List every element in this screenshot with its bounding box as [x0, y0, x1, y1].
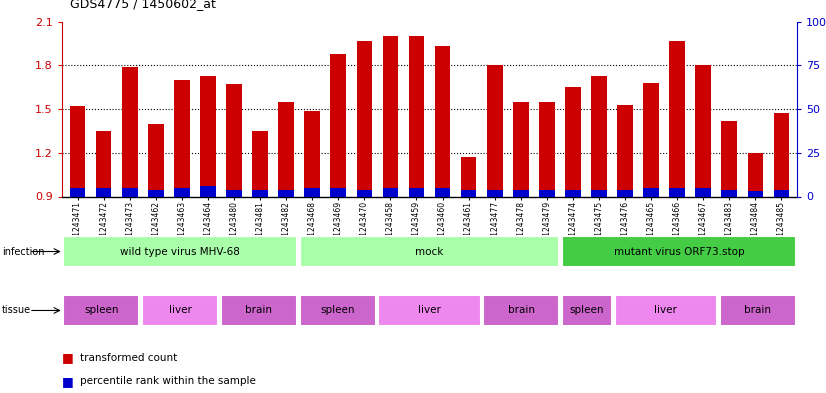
Bar: [252, 189, 268, 196]
Bar: [774, 114, 790, 196]
Bar: [378, 295, 481, 326]
Bar: [300, 295, 376, 326]
Bar: [357, 40, 373, 196]
Text: spleen: spleen: [84, 305, 119, 316]
Bar: [461, 189, 477, 196]
Bar: [483, 295, 559, 326]
Text: ■: ■: [62, 375, 74, 388]
Bar: [695, 188, 711, 196]
Bar: [563, 295, 612, 326]
Bar: [461, 157, 477, 196]
Bar: [382, 36, 398, 197]
Bar: [669, 40, 685, 196]
Bar: [148, 189, 164, 196]
Bar: [330, 188, 346, 196]
Text: spleen: spleen: [320, 305, 355, 316]
Bar: [69, 106, 85, 196]
Text: liver: liver: [654, 305, 677, 316]
Bar: [539, 102, 554, 196]
Bar: [563, 235, 795, 267]
Bar: [200, 186, 216, 196]
Bar: [721, 121, 737, 196]
Text: infection: infection: [2, 246, 44, 257]
Bar: [300, 235, 559, 267]
Bar: [357, 189, 373, 196]
Bar: [591, 75, 607, 196]
Text: brain: brain: [245, 305, 273, 316]
Text: percentile rank within the sample: percentile rank within the sample: [80, 376, 256, 386]
Bar: [174, 188, 190, 196]
Bar: [96, 131, 112, 196]
Bar: [487, 65, 502, 196]
Bar: [643, 83, 659, 196]
Bar: [774, 189, 790, 196]
Bar: [409, 188, 425, 196]
Bar: [591, 189, 607, 196]
Bar: [434, 188, 450, 196]
Text: liver: liver: [169, 305, 192, 316]
Bar: [278, 102, 294, 196]
Bar: [64, 235, 297, 267]
Bar: [252, 131, 268, 196]
Text: wild type virus MHV-68: wild type virus MHV-68: [120, 246, 240, 257]
Bar: [695, 65, 711, 196]
Text: tissue: tissue: [2, 305, 31, 316]
Bar: [142, 295, 218, 326]
Bar: [305, 188, 320, 196]
Bar: [174, 80, 190, 196]
Bar: [200, 75, 216, 196]
Text: spleen: spleen: [570, 305, 605, 316]
Bar: [305, 110, 320, 196]
Bar: [382, 188, 398, 196]
Bar: [748, 153, 763, 196]
Text: GDS4775 / 1450602_at: GDS4775 / 1450602_at: [70, 0, 216, 10]
Text: brain: brain: [744, 305, 771, 316]
Bar: [748, 191, 763, 196]
Bar: [330, 54, 346, 196]
Bar: [669, 188, 685, 196]
Bar: [226, 189, 242, 196]
Bar: [643, 188, 659, 196]
Bar: [148, 124, 164, 196]
Bar: [565, 189, 581, 196]
Bar: [615, 295, 717, 326]
Bar: [278, 189, 294, 196]
Bar: [122, 67, 138, 196]
Text: liver: liver: [418, 305, 441, 316]
Bar: [96, 188, 112, 196]
Text: brain: brain: [508, 305, 535, 316]
Bar: [221, 295, 297, 326]
Bar: [565, 87, 581, 196]
Bar: [721, 189, 737, 196]
Bar: [617, 189, 633, 196]
Bar: [409, 36, 425, 197]
Bar: [617, 105, 633, 196]
Bar: [122, 188, 138, 196]
Bar: [719, 295, 795, 326]
Bar: [513, 102, 529, 196]
Text: mutant virus ORF73.stop: mutant virus ORF73.stop: [614, 246, 744, 257]
Text: ■: ■: [62, 351, 74, 364]
Bar: [64, 295, 140, 326]
Text: transformed count: transformed count: [80, 353, 178, 363]
Bar: [513, 189, 529, 196]
Bar: [69, 188, 85, 196]
Text: mock: mock: [415, 246, 444, 257]
Bar: [539, 189, 554, 196]
Bar: [226, 84, 242, 196]
Bar: [487, 189, 502, 196]
Bar: [434, 46, 450, 196]
